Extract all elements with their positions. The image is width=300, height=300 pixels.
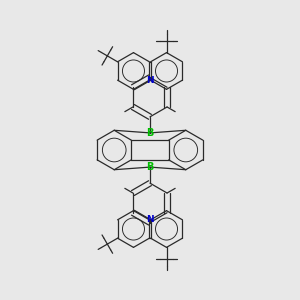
Text: N: N — [146, 215, 154, 224]
Text: N: N — [146, 76, 154, 85]
Text: B: B — [146, 162, 154, 172]
Text: B: B — [146, 128, 154, 138]
